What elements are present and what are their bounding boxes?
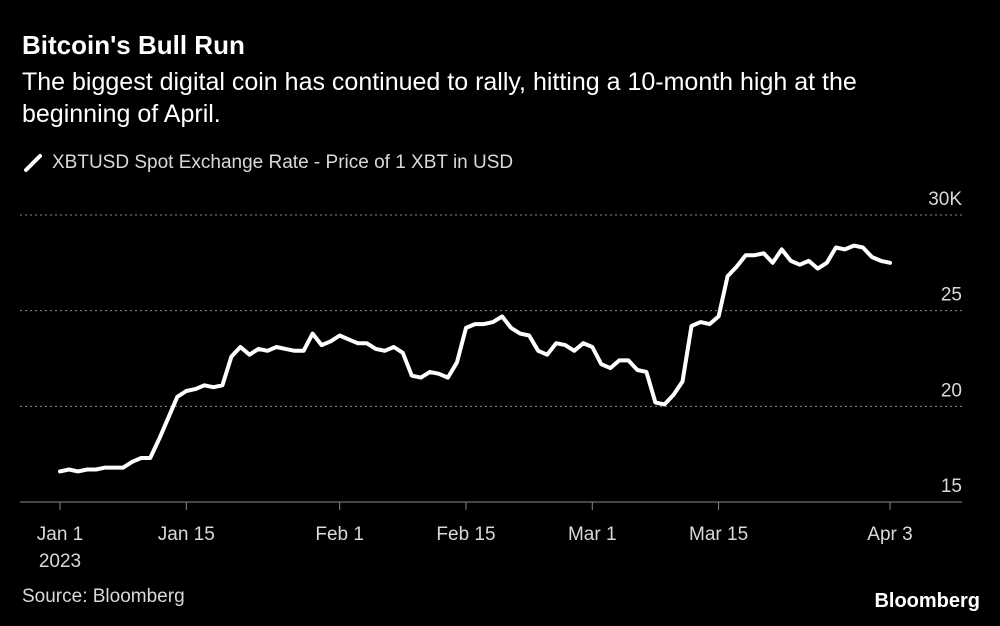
x-tick-label: Mar 1 [568,524,617,545]
x-tick-label: Mar 15 [689,524,748,545]
legend-label: XBTUSD Spot Exchange Rate - Price of 1 X… [52,152,514,173]
x-tick-sublabel: 2023 [39,551,81,572]
x-tick-label: Feb 15 [436,524,495,545]
x-tick-labels: Jan 1 2023 Jan 15 Feb 1 Feb 15 Mar 1 Mar 15 Apr… [37,524,913,572]
x-tick-label: Jan 15 [158,524,215,545]
source-note: Source: Bloomberg [22,586,185,607]
bloomberg-logo: Bloomberg [874,590,980,612]
x-tick-label: Apr 3 [867,524,912,545]
y-tick-label: 20 [941,380,962,401]
gridlines [20,214,962,407]
y-tick-label: 30K [928,189,962,210]
y-axis: 30K 25 20 15 [928,189,962,497]
chart-subtitle: The biggest digital coin has continued t… [22,68,857,128]
x-tick-label: Jan 1 [37,524,83,545]
legend-line-icon [24,154,42,172]
series-line [58,243,892,474]
y-tick-label: 25 [941,285,962,306]
chart-title: Bitcoin's Bull Run [22,30,245,60]
series-layer [58,243,892,474]
y-tick-label: 15 [941,476,962,497]
x-tick-label: Feb 1 [315,524,364,545]
x-axis [20,501,962,510]
legend: XBTUSD Spot Exchange Rate - Price of 1 X… [22,152,513,174]
